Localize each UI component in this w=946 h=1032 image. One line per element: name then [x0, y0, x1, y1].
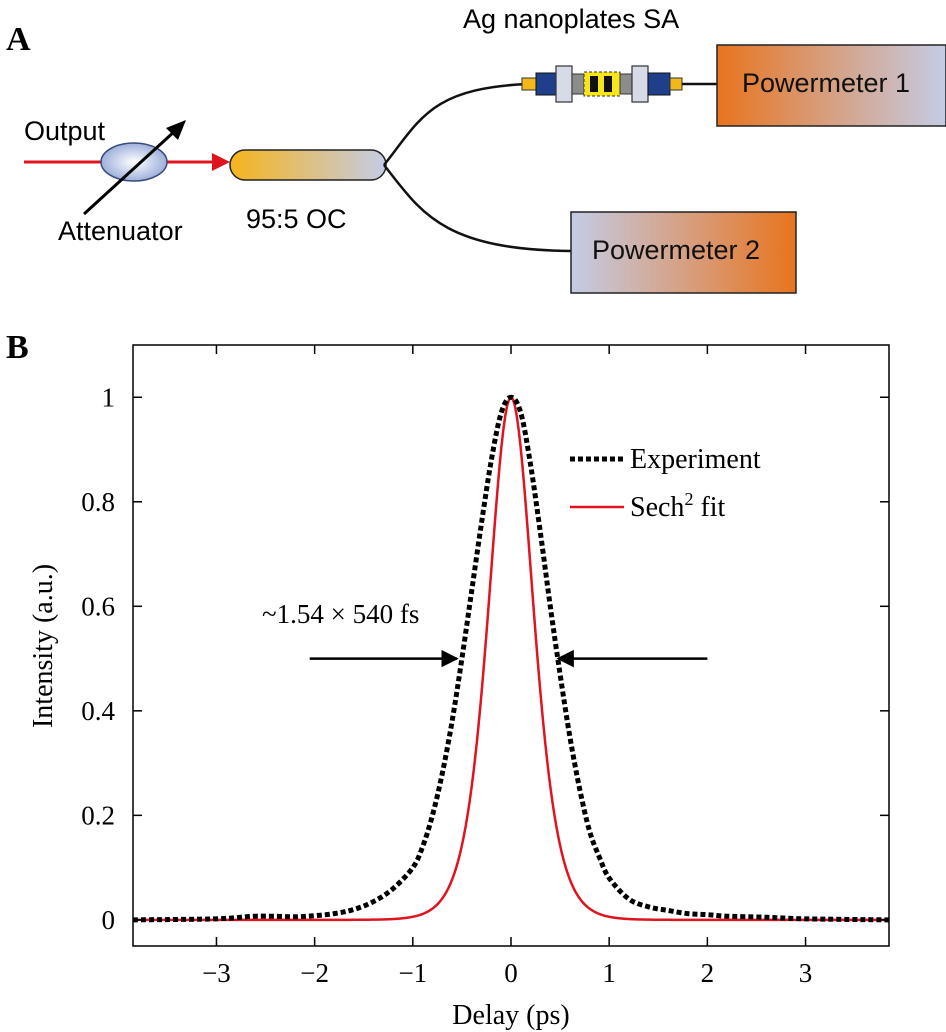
powermeter-1-box: [716, 44, 946, 127]
legend-label-fit: Sech2 fit: [630, 489, 726, 523]
x-tick-label: −2: [300, 958, 329, 988]
y-tick-label: 0: [102, 905, 116, 935]
x-tick-label: −1: [398, 958, 427, 988]
ticks-layer: −3 −2 −1 0 1 2 3 0 0.2 0.4 0.6 0.8 1: [81, 345, 889, 988]
series-line-experiment: [133, 394, 889, 923]
panel-b-letter: B: [6, 329, 29, 366]
powermeter-2-label: Powermeter 2: [592, 235, 760, 265]
legend: Experiment Sech2 fit: [570, 444, 761, 523]
attenuator-adjust-arrow: [82, 128, 178, 216]
x-tick-label: 2: [701, 958, 715, 988]
y-tick-label: 0.4: [81, 696, 115, 726]
series-line-sech2-fit: [133, 395, 889, 922]
y-tick-label: 0.6: [81, 591, 115, 621]
powermeter-1-label: Powermeter 1: [742, 68, 910, 98]
panel-a-letter: A: [6, 21, 31, 58]
powermeter-2-box: [570, 211, 797, 294]
legend-label-fit-suffix: fit: [693, 492, 725, 523]
panel-b: B −3 −2 −1 0 1 2 3 0 0.2 0.4 0.6 0.8 1 Delay (ps) In…: [6, 329, 890, 1031]
y-tick-label: 0.2: [81, 800, 115, 830]
x-tick-label: 0: [504, 958, 518, 988]
plot-area: −3 −2 −1 0 1 2 3 0 0.2 0.4 0.6 0.8 1: [81, 344, 890, 988]
y-tick-label: 0.8: [81, 487, 115, 517]
x-tick-label: 3: [799, 958, 813, 988]
fiber-lower: [383, 164, 573, 253]
y-tick-label: 1: [102, 382, 116, 412]
attenuator-label: Attenuator: [58, 216, 183, 246]
output-label: Output: [24, 116, 106, 146]
coupler-icon: [229, 149, 387, 181]
legend-label-fit-superscript: 2: [684, 489, 693, 509]
x-tick-label: −3: [202, 958, 231, 988]
laser-arrow-head: [212, 153, 230, 171]
axes-frame: [132, 344, 890, 947]
saturable-absorber-icon: [521, 65, 683, 103]
sa-label: Ag nanoplates SA: [463, 4, 679, 34]
fwhm-annotation: ~1.54 × 540 fs: [262, 599, 419, 629]
x-tick-label: 1: [602, 958, 616, 988]
legend-label-experiment: Experiment: [630, 444, 761, 475]
fiber-upper: [383, 82, 529, 166]
attenuator-arrow-head: [166, 120, 186, 140]
y-axis-title: Intensity (a.u.): [28, 564, 59, 728]
legend-label-fit-main: Sech: [630, 492, 684, 523]
series-layer: [133, 394, 889, 923]
x-axis-title: Delay (ps): [452, 1000, 569, 1031]
panel-a: A Output Attenuator 95:5 OC: [6, 4, 946, 294]
coupler-label: 95:5 OC: [246, 204, 347, 234]
